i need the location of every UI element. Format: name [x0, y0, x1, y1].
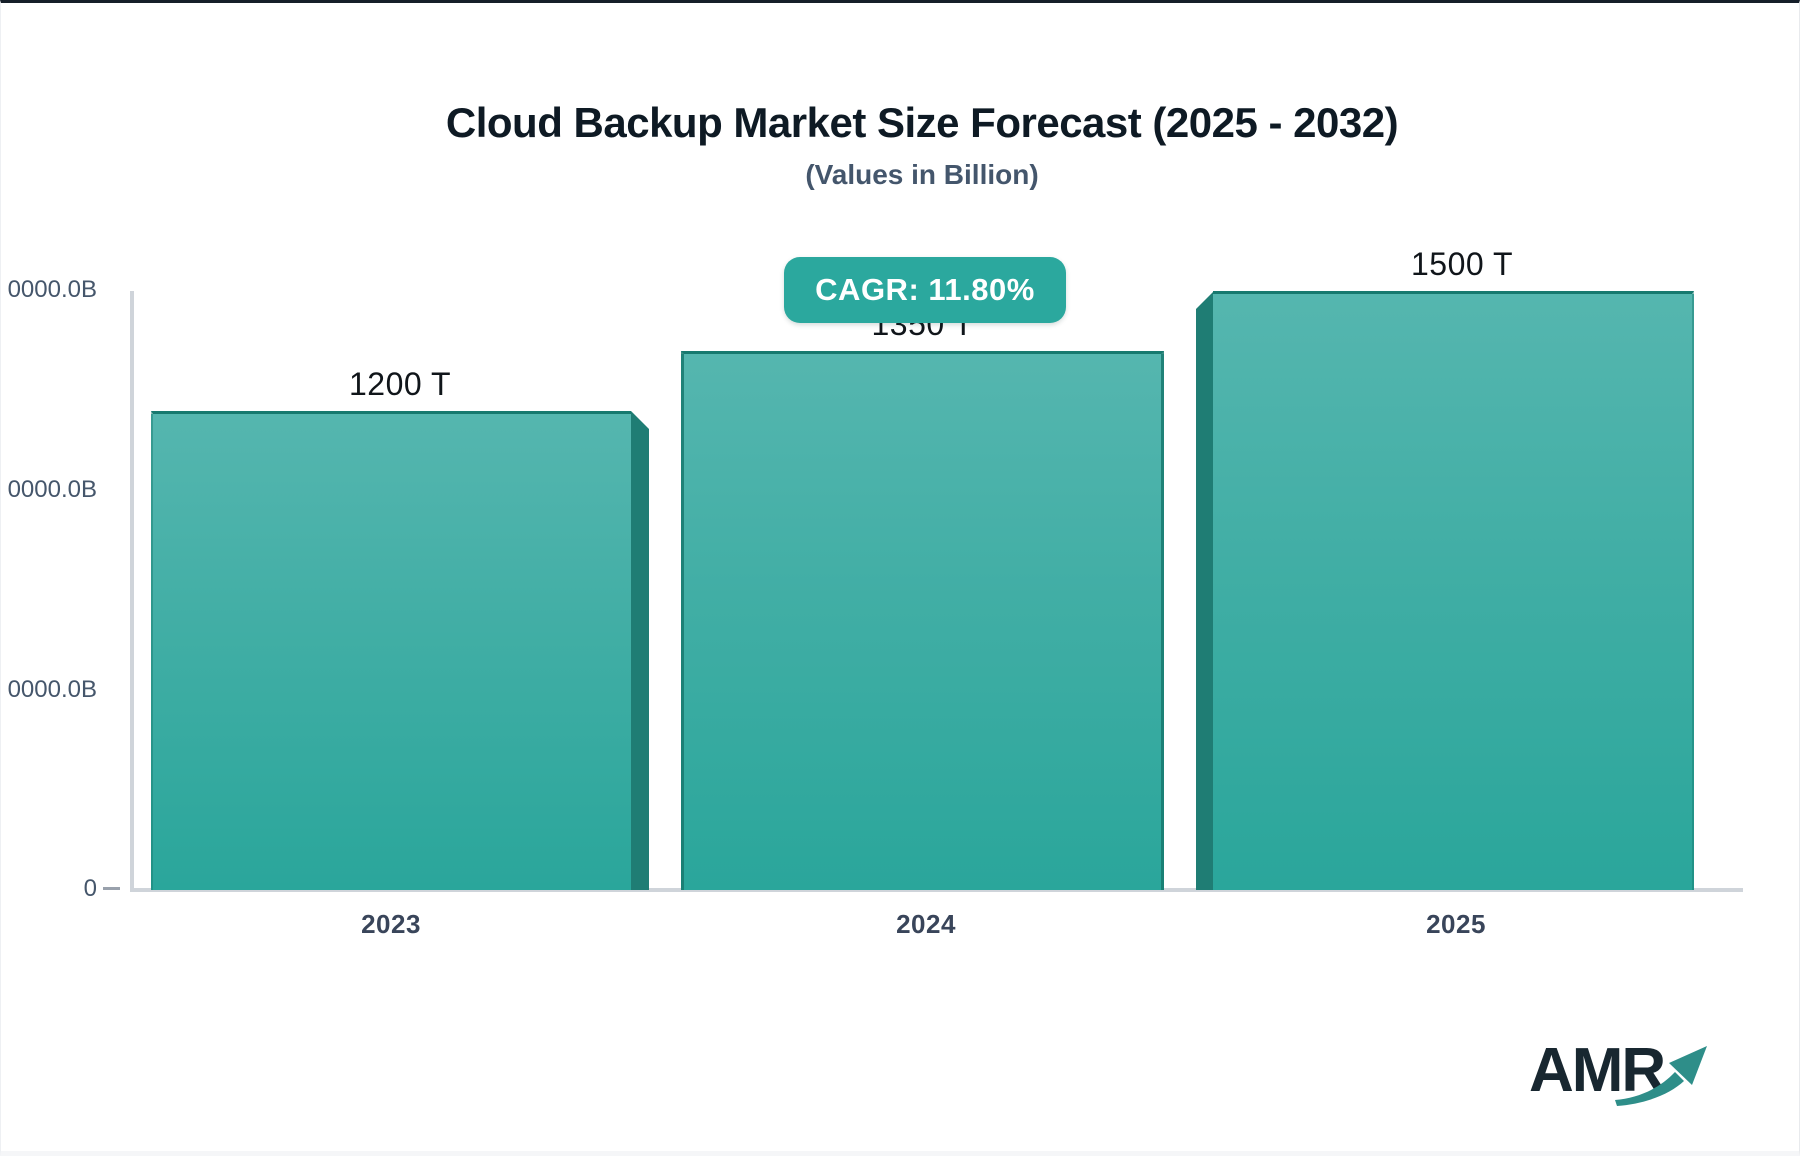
cagr-badge: CAGR: 11.80% [784, 257, 1066, 323]
cagr-badge-label: CAGR: 11.80% [815, 272, 1035, 307]
y-axis-tick-label: 0000.0B [7, 476, 97, 503]
amr-logo: AMR [1529, 1035, 1709, 1115]
bar-2024[interactable]: 1350 T [681, 3, 1164, 890]
chart-subtitle: (Values in Billion) [805, 159, 1039, 190]
bar-value-label: 1200 T [348, 366, 452, 402]
y-axis-tick-label: 0 [83, 875, 97, 902]
growth-arrow-icon [1615, 1046, 1707, 1106]
bar-3d-side [1196, 291, 1214, 890]
y-axis-zero-tick [103, 887, 120, 890]
bar-value-label: 1500 T [1410, 246, 1514, 282]
bar-face [1213, 291, 1694, 890]
y-axis-tick-label: 0000.0B [7, 276, 97, 303]
x-axis-line [130, 888, 1743, 892]
bar-2025[interactable]: 1500 T [1196, 3, 1694, 890]
x-axis-tick-label: 2024 [896, 909, 956, 939]
y-axis-line [130, 291, 134, 891]
y-axis-tick-label: 0000.0B [7, 676, 97, 703]
chart-title: Cloud Backup Market Size Forecast (2025 … [445, 99, 1399, 146]
bar-3d-side [631, 411, 649, 890]
x-axis-tick-label: 2023 [361, 909, 421, 939]
bar-2023[interactable]: 1200 T [151, 3, 649, 890]
bar-face [151, 411, 631, 890]
x-axis-tick-label: 2025 [1426, 909, 1486, 939]
chart-header: Cloud Backup Market Size Forecast (2025 … [134, 99, 1710, 191]
bar-face [681, 351, 1164, 890]
